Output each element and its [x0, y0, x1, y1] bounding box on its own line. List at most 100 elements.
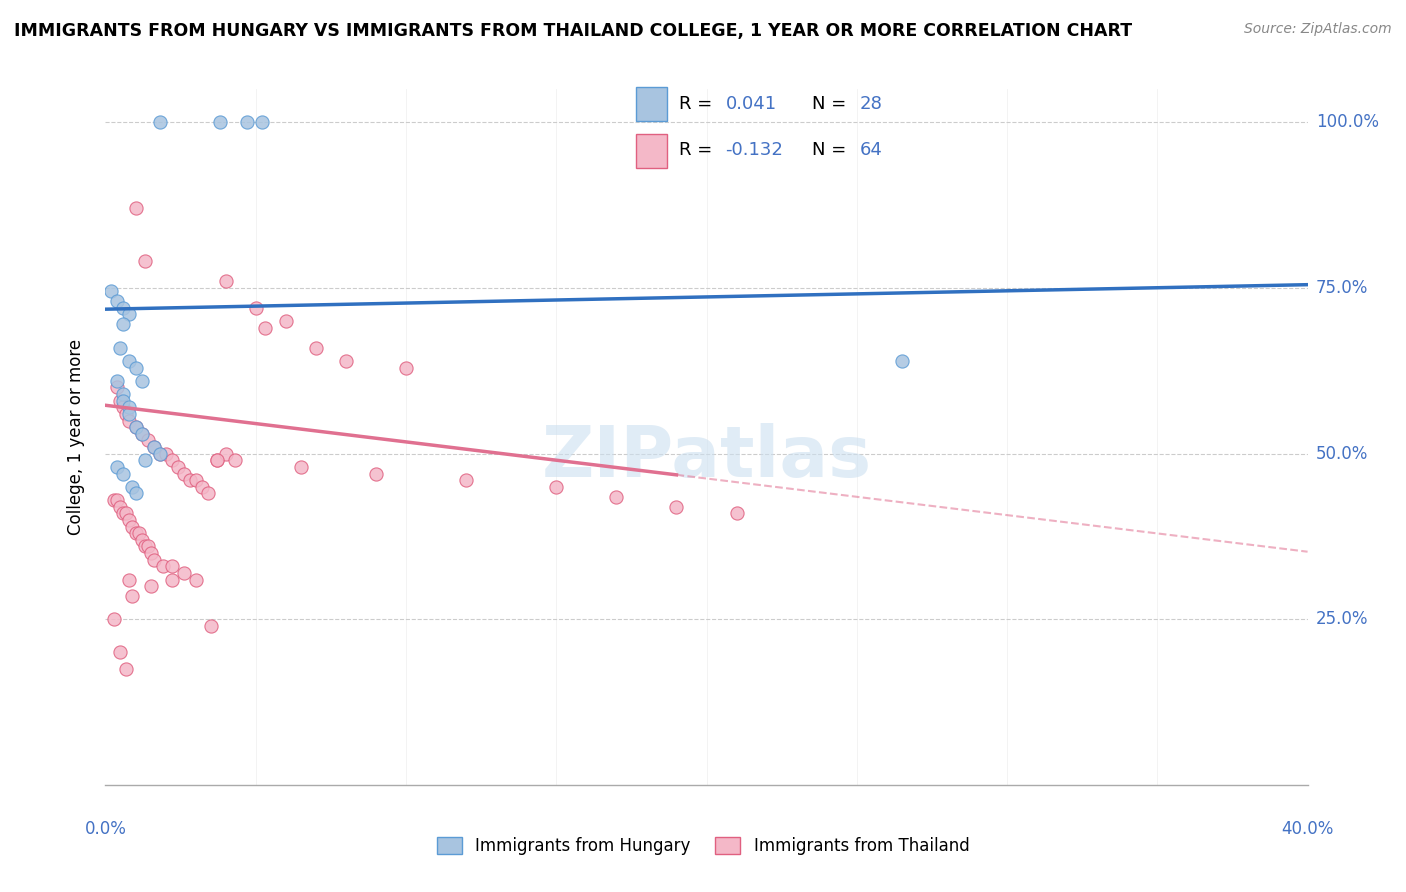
Y-axis label: College, 1 year or more: College, 1 year or more — [66, 339, 84, 535]
Point — [205, 453, 228, 467]
Point — [110, 645, 132, 659]
Point — [253, 320, 276, 334]
Text: N =: N = — [811, 141, 852, 159]
Point — [112, 393, 135, 408]
Point — [118, 513, 141, 527]
Point — [190, 480, 212, 494]
Text: 40.0%: 40.0% — [1281, 820, 1334, 838]
Point — [107, 294, 129, 309]
Point — [110, 393, 132, 408]
Point — [160, 573, 183, 587]
Point — [605, 490, 627, 504]
Point — [454, 473, 477, 487]
Point — [118, 407, 141, 421]
Point — [890, 354, 912, 368]
Point — [118, 573, 141, 587]
Point — [131, 374, 153, 388]
Point — [245, 301, 267, 315]
Point — [124, 360, 146, 375]
Point — [131, 533, 153, 547]
Point — [112, 387, 135, 401]
Text: 50.0%: 50.0% — [1316, 444, 1368, 463]
Point — [200, 619, 222, 633]
Point — [131, 426, 153, 441]
Text: 0.041: 0.041 — [725, 95, 776, 113]
Bar — [636, 87, 666, 121]
Point — [173, 566, 195, 580]
Point — [160, 559, 183, 574]
Point — [173, 467, 195, 481]
Point — [235, 115, 257, 129]
Point — [131, 426, 153, 441]
Point — [115, 407, 138, 421]
Point — [250, 115, 273, 129]
Point — [214, 447, 236, 461]
Point — [142, 440, 165, 454]
Point — [184, 473, 207, 487]
Point — [134, 540, 156, 554]
Text: 64: 64 — [860, 141, 883, 159]
Bar — [636, 135, 666, 168]
Point — [725, 506, 748, 520]
Point — [121, 480, 143, 494]
Point — [134, 254, 156, 268]
Point — [305, 341, 328, 355]
Point — [148, 447, 170, 461]
Point — [136, 434, 159, 448]
Point — [115, 506, 138, 520]
Text: R =: R = — [679, 141, 718, 159]
Point — [100, 285, 122, 299]
Point — [665, 500, 688, 514]
Point — [124, 420, 146, 434]
Point — [103, 612, 125, 626]
Point — [110, 500, 132, 514]
Point — [107, 493, 129, 508]
Text: 25.0%: 25.0% — [1316, 610, 1368, 628]
Point — [118, 413, 141, 427]
Point — [274, 314, 297, 328]
Point — [139, 546, 162, 560]
Point — [184, 573, 207, 587]
Point — [166, 459, 188, 474]
Point — [112, 301, 135, 315]
Point — [121, 589, 143, 603]
Point — [128, 526, 150, 541]
Point — [121, 519, 143, 533]
Point — [290, 459, 312, 474]
Legend: Immigrants from Hungary, Immigrants from Thailand: Immigrants from Hungary, Immigrants from… — [430, 830, 976, 862]
Point — [142, 440, 165, 454]
Point — [134, 453, 156, 467]
Point — [142, 552, 165, 566]
Point — [124, 420, 146, 434]
Text: 75.0%: 75.0% — [1316, 279, 1368, 297]
Text: IMMIGRANTS FROM HUNGARY VS IMMIGRANTS FROM THAILAND COLLEGE, 1 YEAR OR MORE CORR: IMMIGRANTS FROM HUNGARY VS IMMIGRANTS FR… — [14, 22, 1132, 40]
Text: N =: N = — [811, 95, 852, 113]
Text: -0.132: -0.132 — [725, 141, 783, 159]
Point — [224, 453, 246, 467]
Point — [124, 486, 146, 500]
Point — [118, 401, 141, 415]
Text: 100.0%: 100.0% — [1316, 113, 1379, 131]
Point — [155, 447, 177, 461]
Point — [335, 354, 357, 368]
Point — [208, 115, 231, 129]
Text: ZIPatlas: ZIPatlas — [541, 424, 872, 492]
Point — [115, 662, 138, 676]
Point — [112, 401, 135, 415]
Text: 28: 28 — [860, 95, 883, 113]
Point — [179, 473, 201, 487]
Point — [118, 354, 141, 368]
Point — [152, 559, 174, 574]
Point — [148, 115, 170, 129]
Point — [197, 486, 219, 500]
Point — [148, 447, 170, 461]
Point — [205, 453, 228, 467]
Point — [110, 341, 132, 355]
Text: Source: ZipAtlas.com: Source: ZipAtlas.com — [1244, 22, 1392, 37]
Text: R =: R = — [679, 95, 718, 113]
Point — [107, 380, 129, 394]
Point — [103, 493, 125, 508]
Point — [364, 467, 387, 481]
Point — [160, 453, 183, 467]
Point — [118, 308, 141, 322]
